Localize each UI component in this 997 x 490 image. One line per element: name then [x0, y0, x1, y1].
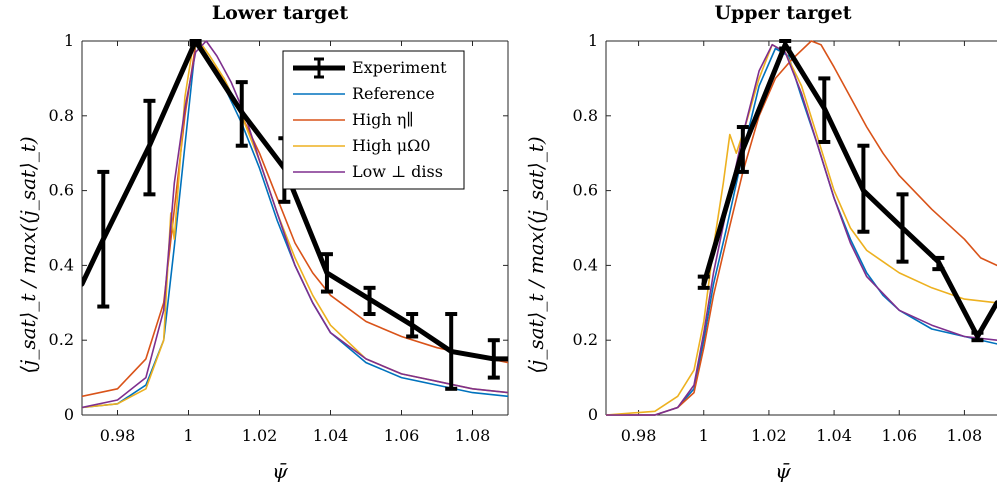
upper-target-x-label: ψ̄	[775, 459, 791, 483]
lower-target-y-label: ⟨j_sat⟩_t / max(⟨j_sat⟩_t)	[16, 136, 40, 373]
lower-x-tick-label: 1	[183, 426, 193, 445]
lower-x-tick-label: 0.98	[100, 426, 136, 445]
lower-y-tick-label: 0.4	[49, 255, 74, 274]
legend-label: High η∥	[352, 110, 414, 129]
legend-label: High μΩ0	[352, 136, 431, 155]
lower-target-title: Lower target	[212, 2, 349, 24]
lower-x-tick-label: 1.02	[242, 426, 278, 445]
upper-y-tick-label: 0.8	[573, 106, 598, 125]
lower-x-tick-label: 1.06	[384, 426, 420, 445]
upper-target-y-label: ⟨j_sat⟩_t / max(⟨j_sat⟩_t)	[524, 136, 548, 373]
upper-target-title: Upper target	[714, 2, 851, 24]
lower-y-tick-label: 0.8	[49, 106, 74, 125]
upper-high-eta-line	[606, 40, 997, 416]
upper-y-tick-label: 0.2	[573, 330, 598, 349]
lower-experiment-line	[82, 39, 508, 362]
upper-target-panel: Upper target ψ̄ ⟨j_sat⟩_t / max(⟨j_sat⟩_…	[524, 2, 997, 483]
lower-x-tick-label: 1.04	[313, 426, 349, 445]
upper-x-tick-label: 1.04	[816, 426, 852, 445]
legend-label: Experiment	[352, 58, 447, 77]
legend-label: Low ⊥ diss	[352, 162, 443, 181]
upper-series-group	[606, 39, 997, 416]
upper-x-tick-label: 1.02	[751, 426, 787, 445]
upper-high-mu-line	[606, 43, 997, 416]
legend: Experiment Reference High η∥ High μΩ0 Low ⊥ …	[282, 50, 465, 190]
upper-x-tick-label: 1.08	[947, 426, 983, 445]
lower-y-tick-label: 0.2	[49, 330, 74, 349]
lower-x-tick-label: 1.08	[455, 426, 491, 445]
upper-y-tick-label: 0.4	[573, 255, 598, 274]
lower-target-plot-area: 0.98 1 1.02 1.04 1.06 1.08 0 0.2 0.4 0.6 0.8 1	[49, 31, 509, 445]
upper-y-tick-label: 1	[588, 31, 598, 50]
upper-reference-line	[606, 47, 997, 416]
lower-target-panel: Lower target ψ̄ ⟨j_sat⟩_t / max(⟨j_sat⟩_…	[16, 2, 509, 483]
upper-x-tick-label: 1	[699, 426, 709, 445]
lower-y-tick-label: 0	[64, 405, 74, 424]
upper-experiment-line	[701, 42, 997, 339]
upper-y-tick-label: 0.6	[573, 181, 598, 200]
upper-y-tick-label: 0	[588, 405, 598, 424]
lower-target-x-label: ψ̄	[272, 459, 288, 483]
legend-label: Reference	[352, 84, 435, 103]
lower-series-group	[82, 39, 508, 409]
lower-y-tick-label: 0.6	[49, 181, 74, 200]
lower-y-tick-label: 1	[64, 31, 74, 50]
upper-target-plot-area: 0.98 1 1.02 1.04 1.06 1.08 0 0.2 0.4 0.6 0.8 1	[573, 31, 997, 445]
lower-reference-line	[82, 43, 508, 409]
upper-low-perp-diss-line	[606, 43, 997, 416]
upper-x-tick-label: 1.06	[881, 426, 917, 445]
upper-x-tick-label: 0.98	[621, 426, 657, 445]
legend-entries: Experiment Reference High η∥ High μΩ0 Low ⊥ …	[293, 57, 447, 181]
